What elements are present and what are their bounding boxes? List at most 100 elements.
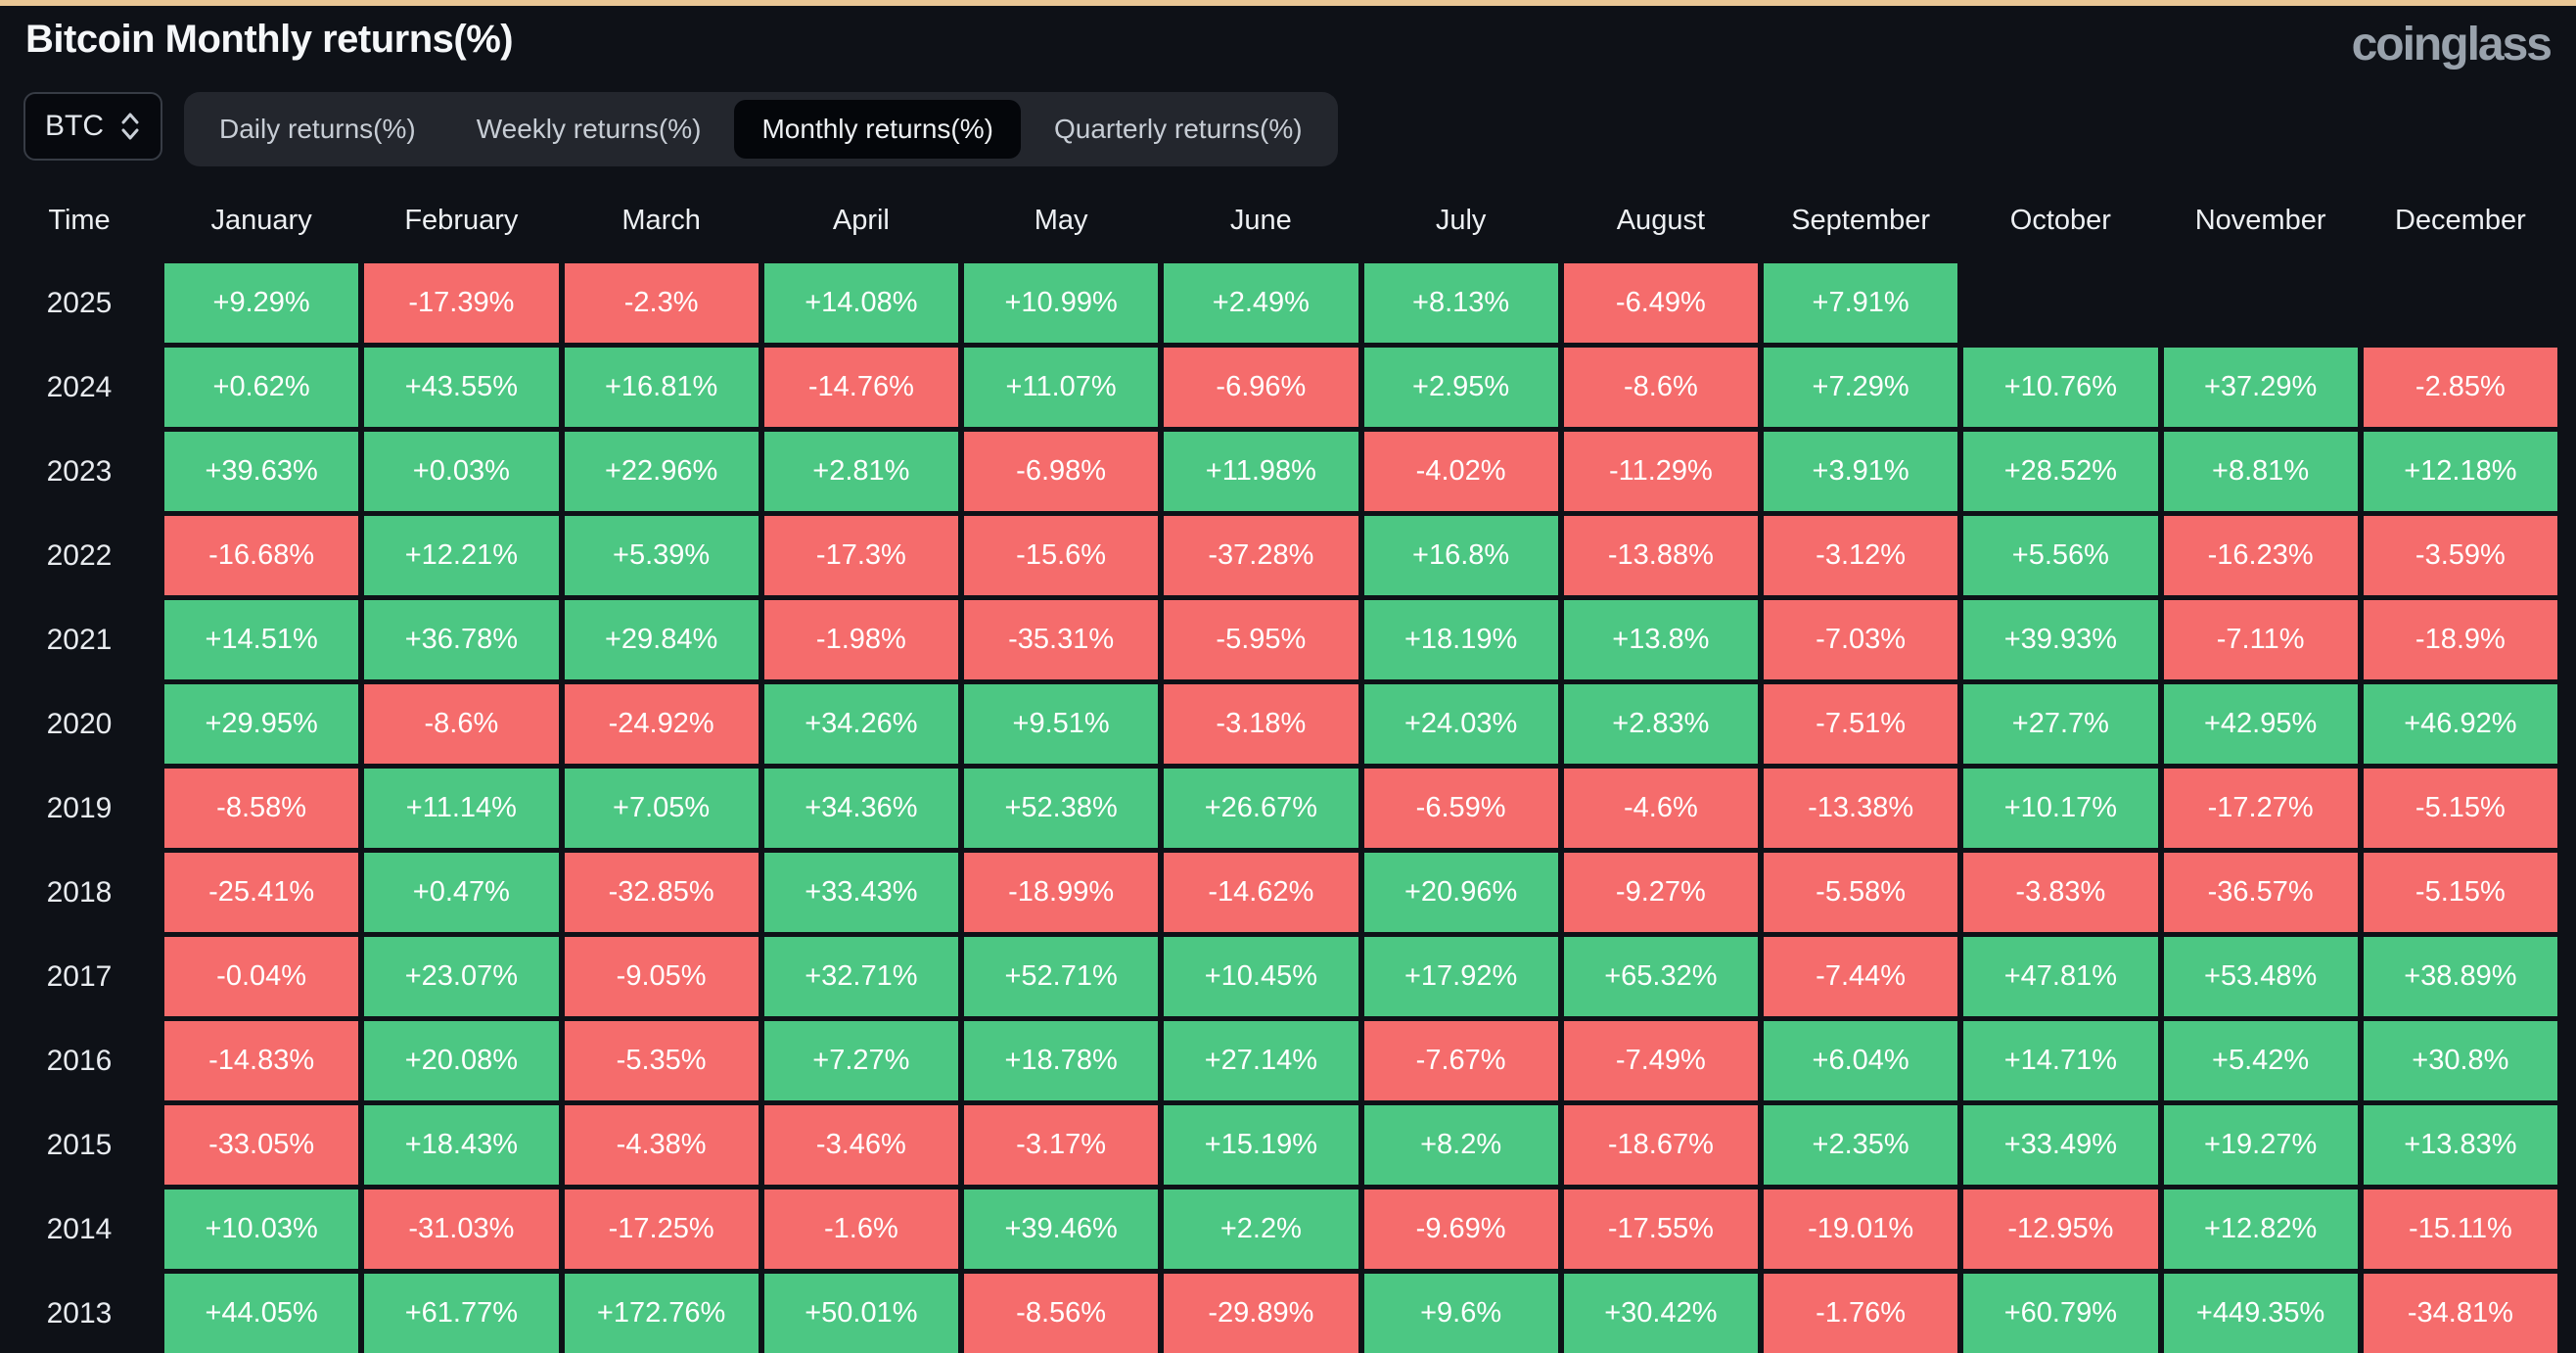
return-cell: -19.01%: [1764, 1190, 1958, 1269]
return-cell: +10.03%: [164, 1190, 359, 1269]
return-cell: -4.6%: [1563, 769, 1758, 848]
year-label: 2013: [46, 1296, 113, 1330]
return-cell: +2.35%: [1764, 1105, 1958, 1185]
column-header: April: [832, 204, 890, 236]
return-cell: +23.07%: [364, 937, 559, 1016]
return-cell: +14.51%: [164, 600, 359, 679]
return-cell: +2.2%: [1164, 1190, 1358, 1269]
column-header: November: [2194, 204, 2326, 236]
return-cell: +60.79%: [1963, 1274, 2158, 1353]
return-cell: -36.57%: [2163, 853, 2358, 932]
return-cell: +9.29%: [164, 263, 359, 343]
return-cell: +9.51%: [964, 684, 1159, 764]
return-cell: +27.14%: [1164, 1021, 1358, 1100]
return-cell: +7.05%: [564, 769, 759, 848]
return-cell: -24.92%: [564, 684, 759, 764]
return-cell: +20.96%: [1363, 853, 1558, 932]
return-cell: -8.6%: [364, 684, 559, 764]
return-cell: -8.58%: [164, 769, 359, 848]
return-cell: +7.91%: [1764, 263, 1958, 343]
column-header: March: [621, 204, 701, 236]
return-cell: -7.67%: [1363, 1021, 1558, 1100]
return-cell: -0.04%: [164, 937, 359, 1016]
return-cell: +2.95%: [1363, 348, 1558, 427]
return-cell: +20.08%: [364, 1021, 559, 1100]
top-accent-strip: [0, 0, 2576, 6]
return-cell: -7.44%: [1764, 937, 1958, 1016]
return-cell: -3.12%: [1764, 516, 1958, 595]
return-cell: -9.27%: [1563, 853, 1758, 932]
return-cell: -18.99%: [964, 853, 1159, 932]
return-cell: +12.21%: [364, 516, 559, 595]
return-cell: +42.95%: [2163, 684, 2358, 764]
return-cell: -17.39%: [364, 263, 559, 343]
column-header: February: [404, 204, 519, 236]
return-cell: -5.15%: [2363, 769, 2557, 848]
return-cell: +11.07%: [964, 348, 1159, 427]
return-cell: +14.08%: [763, 263, 958, 343]
chevron-updown-icon: [119, 110, 141, 143]
return-cell: -7.49%: [1563, 1021, 1758, 1100]
coinglass-logo: coinglass: [2351, 19, 2553, 70]
return-cell: -15.6%: [964, 516, 1159, 595]
return-cell: -4.38%: [564, 1105, 759, 1185]
return-cell: +18.19%: [1363, 600, 1558, 679]
return-cell: -35.31%: [964, 600, 1159, 679]
return-cell: +13.83%: [2363, 1105, 2557, 1185]
return-cell: -9.05%: [564, 937, 759, 1016]
return-cell: -1.98%: [763, 600, 958, 679]
return-cell: +39.46%: [964, 1190, 1159, 1269]
return-cell: +30.8%: [2363, 1021, 2557, 1100]
return-cell: -8.6%: [1563, 348, 1758, 427]
return-cell: +52.71%: [964, 937, 1159, 1016]
return-cell: -7.03%: [1764, 600, 1958, 679]
return-cell: +19.27%: [2163, 1105, 2358, 1185]
return-cell: +16.81%: [564, 348, 759, 427]
return-cell: +30.42%: [1563, 1274, 1758, 1353]
return-cell: -3.46%: [763, 1105, 958, 1185]
coin-selector[interactable]: BTC: [23, 92, 162, 161]
year-label: 2018: [46, 875, 113, 909]
app-header: Bitcoin Monthly returns(%) coinglass: [0, 6, 2576, 69]
return-cell: -3.83%: [1963, 853, 2158, 932]
column-header: June: [1229, 204, 1292, 236]
empty-cell: [2164, 263, 2358, 343]
return-cell: +10.17%: [1963, 769, 2158, 848]
return-cell: -17.3%: [763, 516, 958, 595]
tab-monthly-returns[interactable]: Monthly returns(%): [734, 100, 1021, 159]
return-cell: -8.56%: [964, 1274, 1159, 1353]
return-cell: -3.59%: [2363, 516, 2557, 595]
return-cell: +33.49%: [1963, 1105, 2158, 1185]
return-cell: +13.8%: [1563, 600, 1758, 679]
column-header: May: [1034, 204, 1088, 236]
return-cell: +18.43%: [364, 1105, 559, 1185]
return-cell: -29.89%: [1164, 1274, 1358, 1353]
return-cell: -17.55%: [1563, 1190, 1758, 1269]
return-cell: -2.85%: [2363, 348, 2557, 427]
return-cell: -5.15%: [2363, 853, 2557, 932]
return-cell: +29.84%: [564, 600, 759, 679]
return-cell: -3.18%: [1164, 684, 1358, 764]
return-cell: +17.92%: [1363, 937, 1558, 1016]
return-cell: -37.28%: [1164, 516, 1358, 595]
year-label: 2023: [46, 454, 113, 488]
year-label: 2022: [46, 538, 113, 572]
tab-quarterly-returns[interactable]: Quarterly returns(%): [1053, 114, 1303, 144]
return-cell: +2.83%: [1563, 684, 1758, 764]
tab-daily-returns[interactable]: Daily returns(%): [219, 114, 416, 144]
return-cell: +50.01%: [763, 1274, 958, 1353]
return-cell: +0.62%: [164, 348, 359, 427]
return-cell: -14.62%: [1164, 853, 1358, 932]
tab-weekly-returns[interactable]: Weekly returns(%): [476, 114, 702, 144]
return-cell: +61.77%: [364, 1274, 559, 1353]
return-cell: -18.9%: [2363, 600, 2557, 679]
column-header: December: [2394, 204, 2526, 236]
empty-cell: [1963, 263, 2157, 343]
monthly-returns-table: Time January February March April May June July…: [0, 182, 2576, 1353]
page-title: Bitcoin Monthly returns(%): [25, 18, 514, 61]
column-header: October: [2009, 204, 2111, 236]
return-cell: -4.02%: [1363, 432, 1558, 511]
return-cell: -5.95%: [1164, 600, 1358, 679]
return-cell: +43.55%: [364, 348, 559, 427]
return-cell: -15.11%: [2363, 1190, 2557, 1269]
